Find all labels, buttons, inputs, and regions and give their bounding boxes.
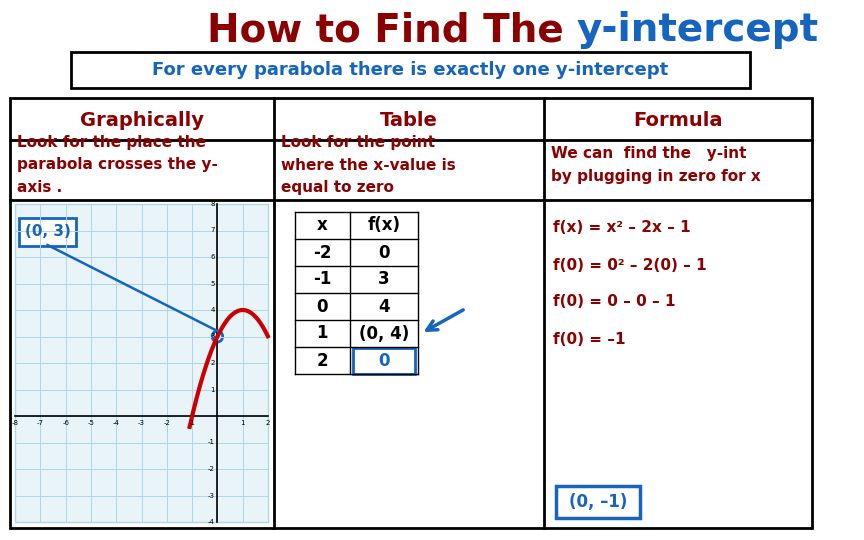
Bar — [16, 204, 268, 522]
Text: 3: 3 — [210, 334, 214, 340]
Text: 2: 2 — [210, 360, 214, 366]
Text: 0: 0 — [378, 244, 390, 261]
Text: -3: -3 — [138, 420, 145, 426]
Text: 2: 2 — [316, 352, 328, 369]
Text: -4: -4 — [207, 519, 214, 525]
Text: 4: 4 — [210, 307, 214, 313]
Text: -2: -2 — [163, 420, 170, 426]
Text: (0, 4): (0, 4) — [359, 325, 409, 342]
Text: Formula: Formula — [632, 111, 722, 130]
Text: Table: Table — [379, 111, 437, 130]
FancyBboxPatch shape — [19, 218, 76, 246]
Text: 0: 0 — [316, 298, 328, 315]
Text: 7: 7 — [210, 227, 214, 233]
Text: How to Find The: How to Find The — [207, 11, 577, 49]
FancyBboxPatch shape — [556, 486, 639, 518]
Text: f(0) = 0² – 2(0) – 1: f(0) = 0² – 2(0) – 1 — [553, 258, 707, 273]
Text: -1: -1 — [313, 271, 331, 288]
Text: We can  find the   y-int
by plugging in zero for x: We can find the y-int by plugging in zer… — [551, 146, 761, 184]
Text: -1: -1 — [188, 420, 195, 426]
Text: (0, –1): (0, –1) — [569, 493, 627, 511]
Text: 4: 4 — [378, 298, 390, 315]
Text: x: x — [317, 217, 327, 234]
FancyBboxPatch shape — [353, 348, 416, 374]
Bar — [10, 98, 811, 528]
Text: -2: -2 — [207, 466, 214, 472]
Text: 8: 8 — [210, 201, 214, 207]
Text: 1: 1 — [240, 420, 245, 426]
Text: 1: 1 — [210, 387, 214, 393]
Text: -2: -2 — [313, 244, 332, 261]
Text: 1: 1 — [316, 325, 328, 342]
Text: -1: -1 — [207, 440, 214, 445]
Text: 3: 3 — [378, 271, 390, 288]
Text: -4: -4 — [113, 420, 120, 426]
Text: f(x) = x² – 2x – 1: f(x) = x² – 2x – 1 — [553, 220, 690, 235]
Text: -3: -3 — [207, 492, 214, 498]
Text: f(x): f(x) — [367, 217, 400, 234]
Text: Look for the point
where the x-value is
equal to zero: Look for the point where the x-value is … — [282, 136, 456, 195]
FancyBboxPatch shape — [71, 52, 750, 88]
Text: y-intercept: y-intercept — [577, 11, 819, 49]
Text: 6: 6 — [210, 254, 214, 260]
Text: f(0) = –1: f(0) = –1 — [553, 332, 626, 347]
Text: For every parabola there is exactly one y-intercept: For every parabola there is exactly one … — [152, 61, 669, 79]
Text: Look for the place the
parabola crosses the y-
axis .: Look for the place the parabola crosses … — [17, 136, 218, 195]
Text: 0: 0 — [378, 352, 390, 369]
Text: -8: -8 — [12, 420, 19, 426]
Text: -5: -5 — [87, 420, 94, 426]
Text: (0, 3): (0, 3) — [24, 225, 71, 240]
Text: f(0) = 0 – 0 – 1: f(0) = 0 – 0 – 1 — [553, 294, 676, 309]
Text: -7: -7 — [37, 420, 44, 426]
Text: Graphically: Graphically — [79, 111, 204, 130]
Text: 2: 2 — [266, 420, 270, 426]
Text: 5: 5 — [210, 280, 214, 287]
Text: -6: -6 — [62, 420, 69, 426]
